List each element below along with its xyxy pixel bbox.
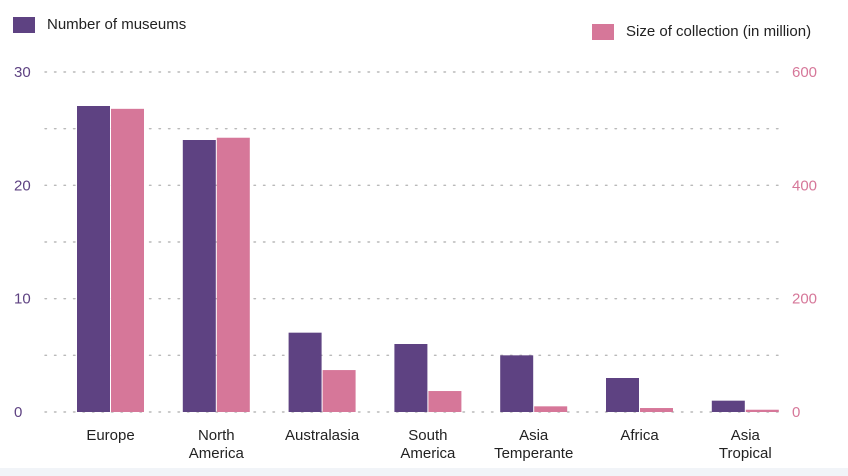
bar-collection bbox=[428, 391, 462, 412]
bottom-band bbox=[0, 468, 848, 476]
bar-museums bbox=[711, 400, 745, 412]
bar-museums bbox=[606, 378, 639, 412]
y-right-tick-label: 600 bbox=[792, 64, 817, 81]
x-category-label: Asia bbox=[519, 427, 549, 444]
legend-label-museums: Number of museums bbox=[47, 16, 187, 33]
bar-collection bbox=[322, 370, 356, 412]
x-category-label: North bbox=[198, 427, 235, 444]
legend-museums: Number of museums bbox=[13, 16, 186, 33]
bar-museums bbox=[77, 106, 110, 412]
bar-collection bbox=[745, 409, 779, 412]
bar-museums bbox=[182, 140, 216, 412]
x-category-label: Europe bbox=[86, 427, 134, 444]
bar-museums bbox=[500, 355, 534, 412]
bar-museums bbox=[288, 332, 322, 412]
y-left-tick-label: 30 bbox=[14, 64, 31, 81]
x-category-label: Asia bbox=[731, 427, 761, 444]
bar-museums bbox=[394, 344, 428, 412]
y-left-tick-label: 10 bbox=[14, 291, 31, 308]
bar-collection bbox=[216, 137, 250, 412]
legend-collection: Size of collection (in million) bbox=[592, 23, 811, 40]
bar-collection bbox=[640, 408, 673, 412]
x-category-label: Australasia bbox=[285, 427, 360, 444]
x-category-label: Africa bbox=[620, 427, 659, 444]
bar-collection bbox=[111, 108, 144, 412]
legend-label-collection: Size of collection (in million) bbox=[626, 23, 812, 40]
y-right-tick-label: 0 bbox=[792, 404, 800, 421]
y-right-tick-label: 200 bbox=[792, 291, 817, 308]
x-category-label: Temperante bbox=[494, 445, 573, 462]
legend-swatch-collection bbox=[592, 23, 614, 40]
y-left-tick-label: 0 bbox=[14, 404, 22, 421]
legend-swatch-museums bbox=[13, 16, 35, 33]
y-left-tick-label: 20 bbox=[14, 177, 31, 194]
bar-collection bbox=[534, 406, 568, 412]
x-category-label: Tropical bbox=[719, 445, 772, 462]
x-category-label: America bbox=[400, 445, 456, 462]
x-category-label: America bbox=[189, 445, 245, 462]
x-category-label: South bbox=[408, 427, 447, 444]
y-right-tick-label: 400 bbox=[792, 177, 817, 194]
